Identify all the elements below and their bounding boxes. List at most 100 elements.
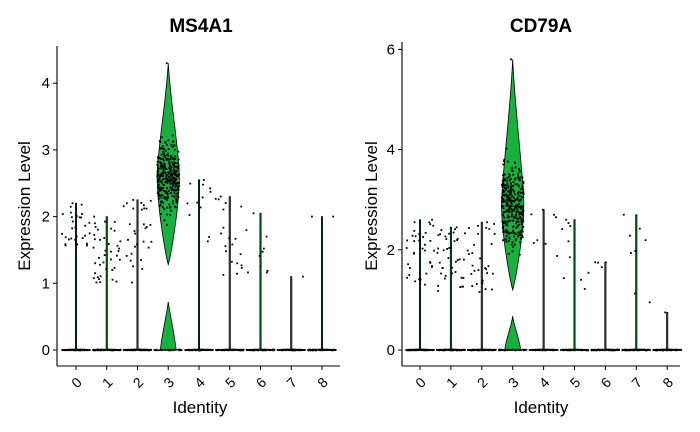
cell-point xyxy=(502,174,504,177)
cell-point xyxy=(233,348,236,351)
cell-point xyxy=(205,348,208,351)
cell-point xyxy=(506,200,509,203)
cell-point xyxy=(171,134,174,137)
cell-point xyxy=(323,349,325,352)
cell-point xyxy=(238,349,240,351)
cell-point xyxy=(161,158,164,160)
cell-point xyxy=(158,186,161,189)
cell-point xyxy=(565,218,568,221)
cell-point xyxy=(521,228,524,231)
cell-point xyxy=(505,228,508,231)
cell-point xyxy=(595,349,597,352)
cell-point xyxy=(425,348,427,351)
cell-point xyxy=(449,349,452,351)
cell-point xyxy=(176,187,179,189)
cell-point xyxy=(573,349,575,351)
cell-point xyxy=(174,188,177,191)
cell-point xyxy=(177,174,179,177)
cell-point xyxy=(439,233,442,236)
cell-point xyxy=(444,274,447,277)
cell-point xyxy=(500,196,503,199)
cell-point xyxy=(175,175,178,177)
cell-point xyxy=(570,348,573,351)
cell-point xyxy=(210,349,213,351)
cell-point xyxy=(163,147,165,150)
cell-point xyxy=(160,349,162,351)
cell-point xyxy=(173,144,176,147)
cell-point xyxy=(501,213,504,216)
cell-point xyxy=(482,349,484,351)
cell-point xyxy=(259,265,262,268)
cell-point xyxy=(512,181,515,183)
cell-point xyxy=(158,197,160,200)
cell-point xyxy=(117,250,120,252)
cell-point xyxy=(600,266,603,269)
cell-point xyxy=(323,348,325,351)
cell-point xyxy=(623,349,626,352)
cell-point xyxy=(96,348,98,351)
cell-point xyxy=(159,204,162,206)
cell-point xyxy=(597,261,599,264)
cell-point xyxy=(255,349,257,351)
cell-point xyxy=(513,243,516,246)
cell-point xyxy=(670,349,673,352)
cell-point xyxy=(159,348,162,351)
cell-point xyxy=(520,231,523,234)
cell-point xyxy=(414,349,417,352)
cell-point xyxy=(520,196,523,198)
cell-point xyxy=(165,177,168,180)
cell-point xyxy=(165,62,168,65)
cell-point xyxy=(116,244,119,247)
cell-point xyxy=(158,190,161,193)
cell-point xyxy=(594,261,597,264)
cell-point xyxy=(503,200,506,203)
cell-point xyxy=(472,348,475,351)
cell-point xyxy=(304,349,306,351)
cell-point xyxy=(631,349,633,351)
cell-point xyxy=(419,278,422,281)
cell-point xyxy=(510,186,513,189)
cell-point xyxy=(158,140,161,143)
cell-point xyxy=(468,348,470,351)
cell-point xyxy=(236,262,239,265)
cell-point xyxy=(223,349,226,352)
cell-point xyxy=(95,348,97,351)
cell-point xyxy=(128,349,131,352)
cell-point xyxy=(199,349,202,351)
cell-point xyxy=(505,196,508,198)
cell-point xyxy=(178,173,180,176)
cell-point xyxy=(126,349,129,352)
cell-point xyxy=(506,160,509,163)
cell-point xyxy=(156,175,159,178)
cell-point xyxy=(519,217,522,219)
cell-point xyxy=(318,348,321,351)
cell-point xyxy=(173,166,176,169)
cell-point xyxy=(515,206,518,209)
y-tick-label: 1 xyxy=(42,275,50,292)
cell-point xyxy=(249,349,251,352)
cell-point xyxy=(418,349,421,352)
cell-point xyxy=(505,240,508,243)
cell-point xyxy=(109,349,112,351)
cell-point xyxy=(632,349,635,351)
cell-point xyxy=(70,211,72,214)
cell-point xyxy=(542,208,544,211)
cell-point xyxy=(437,290,439,292)
cell-point xyxy=(518,213,521,216)
cell-point xyxy=(406,349,408,351)
cell-point xyxy=(172,179,175,182)
cell-point xyxy=(509,199,511,202)
cell-point xyxy=(502,191,505,194)
cell-point xyxy=(186,202,189,205)
cell-point xyxy=(167,196,169,199)
cell-point xyxy=(505,235,508,237)
cell-point xyxy=(144,349,146,351)
cell-point xyxy=(556,255,559,257)
cell-point xyxy=(77,349,80,352)
cell-point xyxy=(633,292,636,295)
cell-point xyxy=(484,349,486,351)
cell-point xyxy=(505,193,508,196)
cell-point xyxy=(553,349,556,351)
cell-point xyxy=(186,349,189,351)
cell-point xyxy=(203,179,205,181)
